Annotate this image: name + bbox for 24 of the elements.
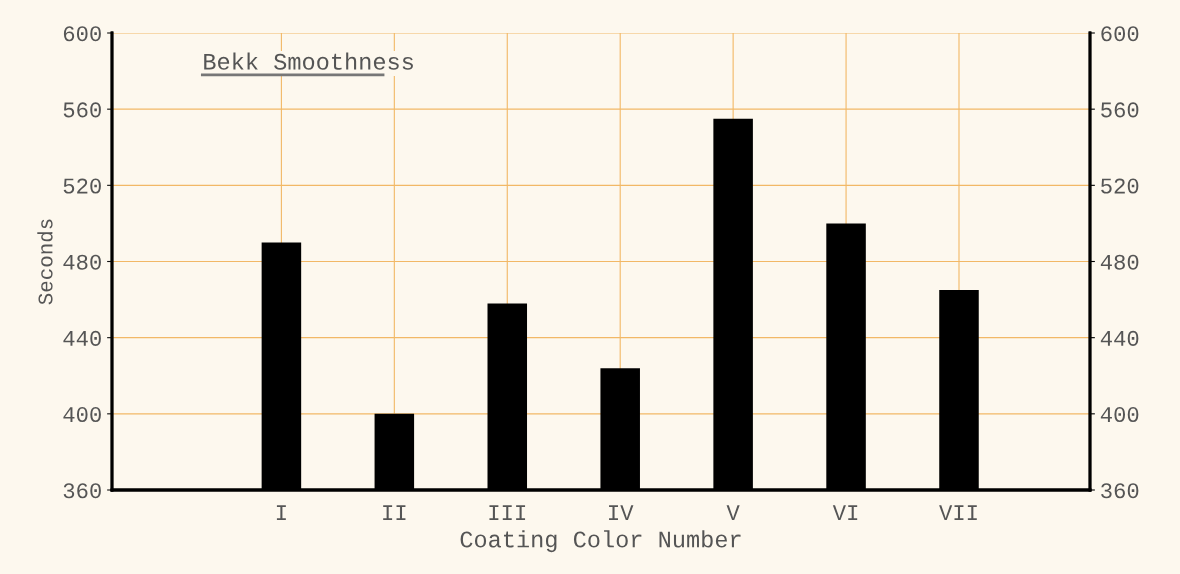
y-tick-label: 520: [63, 178, 101, 194]
y2-tick-label: 560: [1101, 102, 1139, 118]
y-axis-title: Seconds: [37, 219, 53, 305]
y-tick-label: 560: [63, 102, 101, 118]
x-tick-label: VII: [939, 505, 977, 520]
x-tick-label: II: [383, 505, 406, 520]
x-tick-label: V: [726, 505, 740, 520]
y2-tick-label: 400: [1100, 407, 1139, 423]
y2-tick-label: 360: [1101, 483, 1139, 499]
x-tick-label: VI: [832, 505, 858, 520]
y-tick-label: 600: [63, 26, 101, 42]
x-tick-label: III: [489, 505, 526, 520]
y-tick-label: 480: [63, 254, 101, 270]
y2-tick-label: 480: [1100, 254, 1139, 270]
x-axis-title: Coating Color Number: [460, 530, 741, 553]
y-tick-label: 400: [63, 407, 101, 423]
x-tick-label: IV: [609, 505, 634, 520]
y2-tick-label: 520: [1101, 178, 1139, 194]
text: Bekk Smoothness: [204, 52, 413, 70]
y2-tick-label: 440: [1100, 330, 1139, 346]
y-tick-label: 360: [63, 483, 101, 499]
y-tick-label: 440: [63, 330, 101, 346]
x-tick-label: I: [276, 505, 286, 520]
y2-tick-label: 600: [1101, 26, 1139, 42]
